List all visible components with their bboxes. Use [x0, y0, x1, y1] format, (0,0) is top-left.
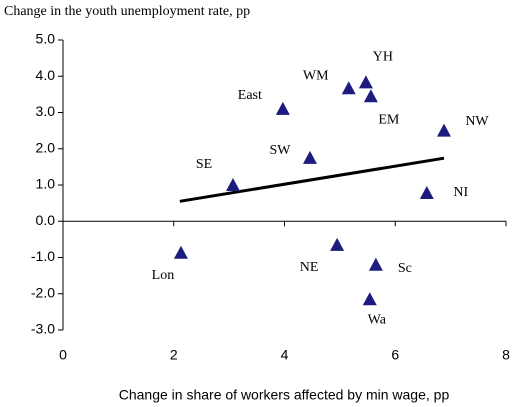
point [358, 75, 373, 89]
x-axis-label: Change in share of workers affected by m… [119, 387, 450, 403]
point [363, 89, 378, 103]
y-tick-label: 2.0 [36, 139, 56, 155]
point-label: Lon [152, 268, 175, 283]
y-tick-label: 1.0 [36, 176, 56, 192]
point [419, 185, 434, 199]
point [362, 292, 377, 306]
x-tick-label: 2 [170, 347, 178, 363]
y-tick-label: -2.0 [31, 284, 55, 300]
point-label: SW [269, 143, 291, 158]
y-tick-label: 3.0 [36, 103, 56, 119]
point [226, 178, 241, 191]
y-tick-label: 4.0 [36, 67, 56, 83]
point-label: NE [300, 260, 319, 275]
trend-line [179, 156, 445, 203]
point-label: Sc [398, 261, 412, 276]
point [341, 81, 356, 95]
y-tick-label: 5.0 [36, 31, 56, 47]
point-label: WM [303, 68, 329, 83]
point [275, 101, 290, 115]
point [368, 257, 383, 271]
point-label: NI [453, 185, 468, 200]
point-label: NW [465, 114, 489, 129]
point-label: EM [378, 112, 400, 127]
point [330, 237, 345, 251]
point-label: SE [196, 157, 212, 172]
point-label: East [238, 88, 262, 103]
y-tick-label: -3.0 [31, 321, 55, 337]
point [302, 150, 317, 164]
point [173, 245, 188, 259]
point-label: Wa [368, 312, 387, 327]
x-tick-label: 4 [281, 347, 289, 363]
y-tick-label: -1.0 [31, 248, 55, 264]
x-tick-label: 6 [391, 347, 399, 363]
y-tick-label: 0.0 [36, 212, 56, 228]
x-tick-label: 8 [502, 347, 510, 363]
x-tick-label: 0 [59, 347, 67, 363]
point-label: YH [373, 50, 393, 65]
chart-title: Change in the youth unemployment rate, p… [4, 4, 250, 19]
point [436, 123, 451, 137]
